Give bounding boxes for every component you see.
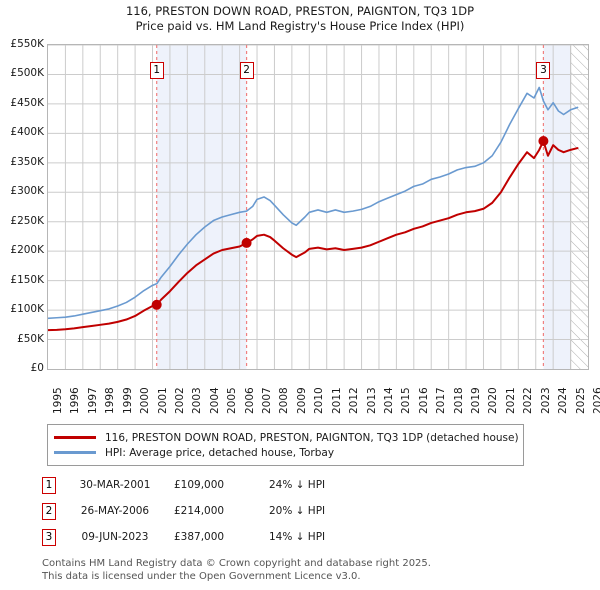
transaction-price: £109,000 xyxy=(174,479,225,491)
y-tick-label: £50K xyxy=(17,332,44,345)
y-tick-label: £350K xyxy=(10,155,44,168)
title-line-2: Price paid vs. HM Land Registry's House … xyxy=(135,19,465,33)
x-tick-label: 1995 xyxy=(52,387,64,414)
chart-marker-3: 3 xyxy=(536,62,551,79)
no-data-hatch xyxy=(570,45,588,369)
x-tick-label: 2014 xyxy=(382,387,395,414)
x-tick-label: 2018 xyxy=(452,387,465,414)
transaction-date: 26-MAY-2006 xyxy=(80,505,150,517)
x-tick-label: 1997 xyxy=(86,387,99,414)
x-axis: 1995 1996 1997 1998 1999 2000 2001 2002 2003 2004… xyxy=(0,374,600,418)
x-tick-label: 2009 xyxy=(295,387,308,414)
x-tick-label: 2008 xyxy=(278,387,291,414)
x-tick-label: 2006 xyxy=(243,387,256,414)
transaction-marker-3: 3 xyxy=(42,528,56,546)
x-tick-label: 2022 xyxy=(522,387,535,414)
legend-swatch-price-paid xyxy=(54,436,96,439)
x-tick-label: 2002 xyxy=(173,387,186,414)
y-tick-label: £0 xyxy=(30,362,44,374)
x-tick-label: 2016 xyxy=(417,387,430,414)
x-tick-label: 2023 xyxy=(539,387,552,414)
page-title: 116, PRESTON DOWN ROAD, PRESTON, PAIGNTO… xyxy=(0,4,600,34)
chart-svg xyxy=(48,45,588,369)
x-tick-label: 2012 xyxy=(348,387,361,414)
x-tick-label: 2011 xyxy=(330,387,343,414)
sale-point xyxy=(151,299,162,310)
transaction-price: £214,000 xyxy=(174,505,225,517)
legend-swatch-hpi xyxy=(54,451,96,454)
x-tick-label: 2019 xyxy=(470,387,483,414)
attribution-footer: Contains HM Land Registry data © Crown c… xyxy=(42,558,582,583)
chart-marker-1: 1 xyxy=(149,62,164,79)
title-line-1: 116, PRESTON DOWN ROAD, PRESTON, PAIGNTO… xyxy=(125,4,475,18)
transaction-date: 09-JUN-2023 xyxy=(81,531,149,543)
y-axis: £0 £50K £100K £150K £200K £250K £300K £350K £400… xyxy=(10,38,44,374)
highlight-band xyxy=(156,45,247,369)
x-tick-label: 2004 xyxy=(208,387,221,414)
sale-point xyxy=(538,136,549,147)
x-tick-label: 2025 xyxy=(574,387,587,414)
footer-line-2: This data is licensed under the Open Gov… xyxy=(42,570,361,582)
x-tick-label: 1999 xyxy=(121,387,134,414)
y-tick-label: £300K xyxy=(10,185,44,198)
transaction-hpi-delta: 20% ↓ HPI xyxy=(269,505,326,517)
highlight-band xyxy=(543,45,571,369)
y-tick-label: £400K xyxy=(10,126,44,139)
x-tick-label: 2001 xyxy=(156,387,169,414)
x-tick-label: 2013 xyxy=(365,387,378,414)
transaction-hpi-delta: 14% ↓ HPI xyxy=(269,531,326,543)
y-tick-label: £450K xyxy=(10,96,44,109)
legend-item-price-paid: 116, PRESTON DOWN ROAD, PRESTON, PAIGNTO… xyxy=(54,430,519,445)
x-tick-label: 2015 xyxy=(400,387,413,414)
chart-plot-area xyxy=(47,44,589,370)
x-tick-label: 2010 xyxy=(313,387,326,414)
y-tick-label: £500K xyxy=(10,67,44,80)
series-price-paid xyxy=(48,140,579,332)
x-tick-label: 2020 xyxy=(487,387,500,414)
table-row: 2 26-MAY-2006 £214,000 20% ↓ HPI xyxy=(42,498,562,524)
transaction-marker-1: 1 xyxy=(42,476,56,494)
y-tick-label: £550K xyxy=(10,38,44,50)
legend-item-hpi: HPI: Average price, detached house, Torb… xyxy=(54,445,517,460)
table-row: 1 30-MAR-2001 £109,000 24% ↓ HPI xyxy=(42,472,562,498)
legend-label-price-paid: 116, PRESTON DOWN ROAD, PRESTON, PAIGNTO… xyxy=(105,431,519,444)
y-tick-label: £250K xyxy=(10,214,44,227)
x-tick-label: 2003 xyxy=(191,387,204,414)
x-tick-label: 2026 xyxy=(592,387,600,414)
x-tick-label: 2007 xyxy=(261,387,274,414)
legend-label-hpi: HPI: Average price, detached house, Torb… xyxy=(105,446,335,459)
y-tick-label: £100K xyxy=(10,303,44,316)
x-tick-label: 1998 xyxy=(104,387,117,414)
x-tick-label: 2021 xyxy=(504,387,517,414)
chart-legend: 116, PRESTON DOWN ROAD, PRESTON, PAIGNTO… xyxy=(47,424,524,466)
x-tick-label: 2017 xyxy=(435,387,448,414)
table-row: 3 09-JUN-2023 £387,000 14% ↓ HPI xyxy=(42,524,562,550)
y-tick-label: £200K xyxy=(10,244,44,257)
y-tick-label: £150K xyxy=(10,273,44,286)
x-tick-label: 2024 xyxy=(557,387,570,414)
series-hpi xyxy=(48,86,579,320)
footer-line-1: Contains HM Land Registry data © Crown c… xyxy=(42,558,431,569)
x-tick-label: 2000 xyxy=(139,387,152,414)
transaction-hpi-delta: 24% ↓ HPI xyxy=(269,479,326,491)
chart-marker-2: 2 xyxy=(239,62,254,79)
transactions-table: 1 30-MAR-2001 £109,000 24% ↓ HPI 2 26-MA… xyxy=(42,472,562,550)
x-tick-label: 1996 xyxy=(69,387,82,414)
sale-point xyxy=(241,237,252,248)
transaction-marker-2: 2 xyxy=(42,502,56,520)
transaction-price: £387,000 xyxy=(174,531,225,543)
transaction-date: 30-MAR-2001 xyxy=(79,479,151,491)
x-tick-label: 2005 xyxy=(226,387,239,414)
